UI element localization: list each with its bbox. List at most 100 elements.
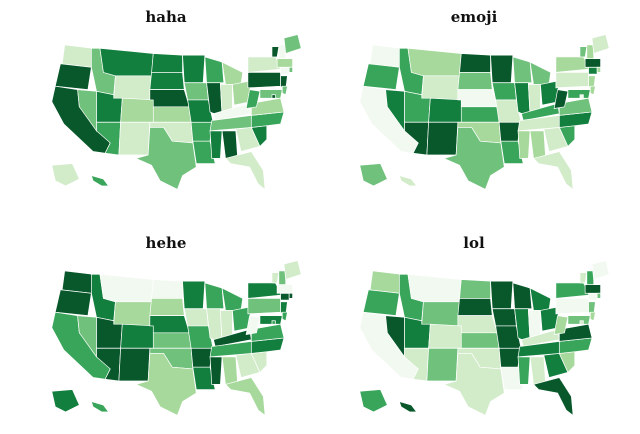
state-va (250, 323, 285, 342)
state-ne (457, 315, 498, 334)
map-title: hehe (145, 234, 187, 252)
state-ia (491, 308, 517, 327)
state-ri (288, 66, 293, 73)
state-ri (596, 66, 601, 73)
state-ct (588, 66, 598, 75)
state-ks (460, 332, 500, 349)
state-md (259, 89, 283, 99)
state-hi (398, 175, 418, 187)
state-va (558, 97, 593, 116)
state-wa (61, 44, 94, 68)
state-wv (245, 315, 261, 335)
map-panel-hehe: hehe (16, 234, 316, 434)
state-dc (271, 94, 276, 99)
state-ct (588, 292, 598, 301)
state-ct (280, 66, 290, 75)
state-md (259, 315, 283, 325)
state-mt (407, 47, 462, 77)
state-or (362, 63, 400, 90)
state-or (362, 289, 400, 316)
state-ar (498, 347, 521, 368)
state-va (250, 97, 285, 116)
state-nh (278, 270, 287, 285)
state-ct (280, 292, 290, 301)
state-wa (369, 270, 402, 294)
us-choropleth-map (51, 260, 302, 417)
state-wv (553, 89, 569, 109)
state-ak (51, 163, 80, 187)
state-ne (149, 89, 190, 108)
state-nd (459, 53, 491, 73)
state-pa (555, 298, 589, 315)
state-nh (278, 44, 287, 59)
state-wv (553, 315, 569, 335)
state-nh (586, 44, 595, 59)
state-vt (579, 46, 588, 58)
state-la (500, 366, 524, 390)
state-nm (426, 121, 459, 156)
state-ak (359, 163, 388, 187)
state-ar (498, 121, 521, 142)
state-md (567, 315, 591, 325)
state-vt (579, 272, 588, 284)
state-dc (579, 94, 584, 99)
state-mt (407, 273, 462, 303)
state-ak (359, 389, 388, 413)
map-title: haha (145, 8, 187, 26)
state-pa (555, 72, 589, 89)
state-tx (135, 353, 197, 416)
state-al (221, 356, 238, 385)
state-wy (113, 301, 152, 327)
state-ma (276, 58, 293, 68)
state-ne (457, 89, 498, 108)
state-al (529, 356, 546, 385)
state-al (221, 130, 238, 159)
state-de (589, 85, 596, 96)
state-la (192, 140, 216, 164)
state-nd (151, 53, 183, 73)
state-wy (113, 75, 152, 101)
map-panel-haha: haha (16, 8, 316, 208)
state-mn (182, 54, 206, 84)
state-de (589, 311, 596, 322)
state-de (281, 311, 288, 322)
state-ne (149, 315, 190, 334)
state-me (283, 260, 302, 280)
state-fl (532, 377, 574, 417)
state-nm (118, 347, 151, 382)
state-ks (152, 332, 192, 349)
state-sd (457, 298, 493, 316)
state-dc (271, 320, 276, 325)
map-title: emoji (450, 8, 498, 26)
state-ia (183, 308, 209, 327)
map-panel-emoji: emoji (324, 8, 624, 208)
state-ma (276, 284, 293, 294)
state-vt (271, 46, 280, 58)
state-ia (183, 82, 209, 101)
state-sd (149, 72, 185, 90)
state-tx (443, 353, 505, 416)
state-nm (118, 121, 151, 156)
state-mi (221, 287, 244, 311)
state-ia (491, 82, 517, 101)
state-md (567, 89, 591, 99)
state-co (428, 323, 464, 349)
map-title: lol (463, 234, 485, 252)
state-wv (245, 89, 261, 109)
state-ak (51, 389, 80, 413)
state-hi (398, 401, 418, 413)
state-co (120, 323, 156, 349)
state-ma (584, 58, 601, 68)
state-ks (152, 106, 192, 123)
state-sd (149, 298, 185, 316)
state-mi (221, 61, 244, 85)
state-tx (443, 127, 505, 190)
state-pa (247, 72, 281, 89)
state-nh (586, 270, 595, 285)
state-wi (204, 282, 225, 310)
state-fl (224, 377, 266, 417)
state-mt (99, 47, 154, 77)
state-va (558, 323, 593, 342)
state-mi (529, 287, 552, 311)
state-wy (421, 75, 460, 101)
